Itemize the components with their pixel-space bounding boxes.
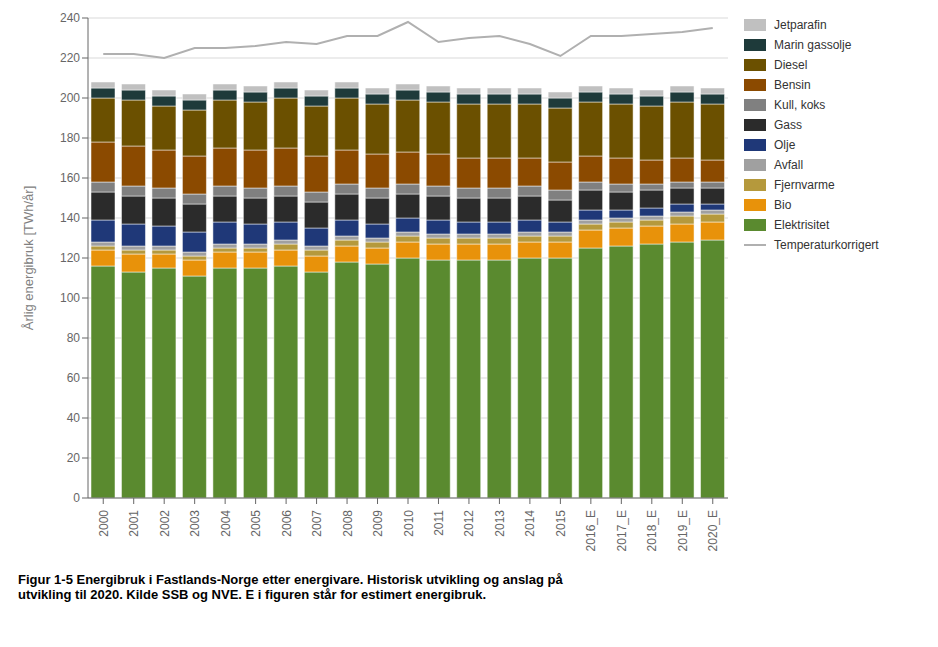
svg-text:2017_E: 2017_E [615,510,629,551]
svg-text:200: 200 [60,91,80,105]
svg-text:2020_E: 2020_E [706,510,720,551]
html-text:Elektrisitet: Elektrisitet [774,218,830,232]
html-text:Jetparafin: Jetparafin [774,18,827,32]
svg-text:120: 120 [60,251,80,265]
html-text:Kull, koks: Kull, koks [774,98,826,112]
html-text:Gass: Gass [774,118,802,132]
html-text:utvikling til 2020. Kilde SSB: utvikling til 2020. Kilde SSB og NVE. E … [18,587,487,602]
html-text:Bensin: Bensin [774,78,811,92]
html-text:Temperaturkorrigert: Temperaturkorrigert [774,238,879,252]
html-text:Olje: Olje [774,138,796,152]
html-text:Fjernvarme: Fjernvarme [774,178,835,192]
svg-text:2006: 2006 [280,510,294,537]
html-text:Figur 1-5 Energibruk i Fastlan: Figur 1-5 Energibruk i Fastlands-Norge e… [18,572,563,587]
html-text:Avfall: Avfall [774,158,804,172]
svg-text:0: 0 [73,491,80,505]
svg-text:2012: 2012 [462,510,476,537]
svg-text:240: 240 [60,11,80,25]
svg-text:40: 40 [67,411,81,425]
svg-text:2003: 2003 [188,510,202,537]
svg-text:80: 80 [67,331,81,345]
svg-text:2009: 2009 [371,510,385,537]
svg-text:2013: 2013 [493,510,507,537]
svg-text:2000: 2000 [97,510,111,537]
svg-text:160: 160 [60,171,80,185]
svg-text:2008: 2008 [341,510,355,537]
svg-text:Årlig energibruk [TWh/år]: Årlig energibruk [TWh/år] [21,186,36,331]
svg-text:2014: 2014 [523,510,537,537]
svg-text:2002: 2002 [158,510,172,537]
html-text:Diesel: Diesel [774,58,808,72]
svg-text:60: 60 [67,371,81,385]
svg-text:20: 20 [67,451,81,465]
svg-text:180: 180 [60,131,80,145]
svg-text:2010: 2010 [402,510,416,537]
svg-text:2015: 2015 [554,510,568,537]
svg-text:2001: 2001 [127,510,141,537]
svg-text:140: 140 [60,211,80,225]
html-text:Bio: Bio [774,198,792,212]
svg-text:2011: 2011 [432,510,446,536]
svg-text:2016_E: 2016_E [584,510,598,551]
svg-text:2018_E: 2018_E [645,510,659,551]
html-text:Marin gassolje: Marin gassolje [774,38,852,52]
svg-text:2019_E: 2019_E [676,510,690,551]
svg-text:2007: 2007 [310,510,324,537]
svg-text:100: 100 [60,291,80,305]
svg-text:2004: 2004 [219,510,233,537]
svg-text:220: 220 [60,51,80,65]
svg-text:2005: 2005 [249,510,263,537]
